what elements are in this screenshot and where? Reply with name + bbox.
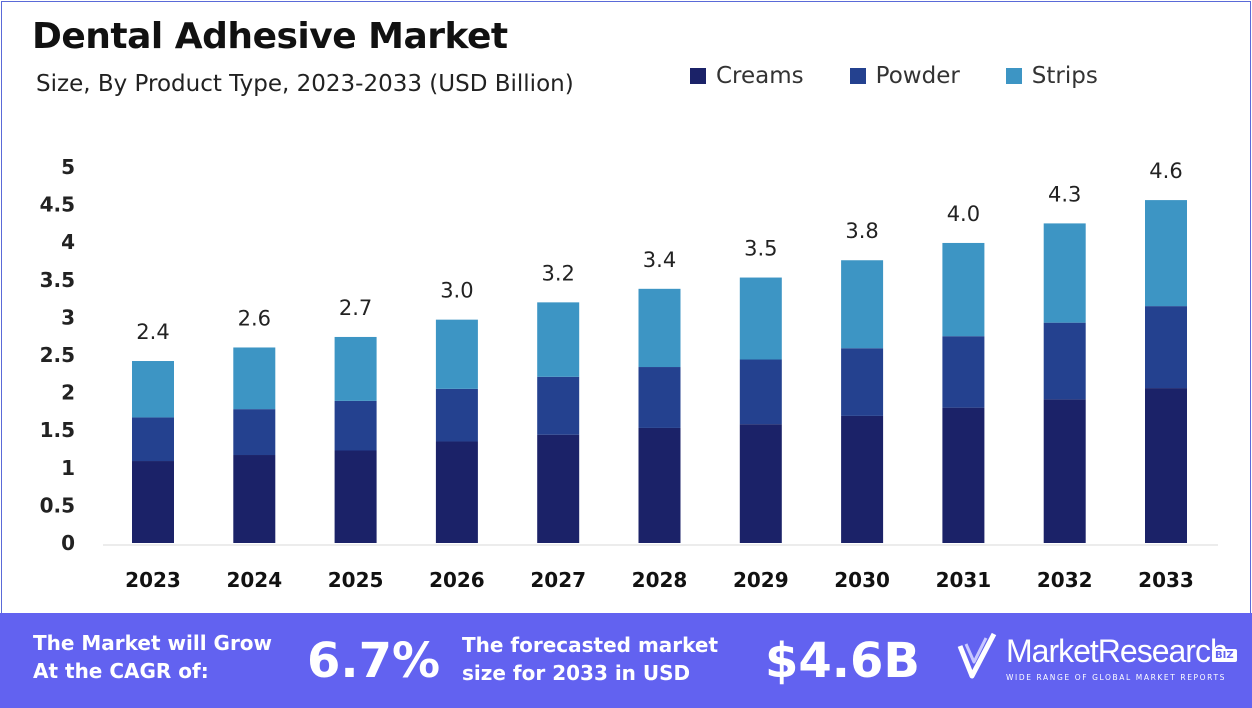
bar-strips-2033 xyxy=(1145,200,1187,307)
total-labels: 2.4 2.6 2.7 3.0 3.2 3.4 3.5 3.8 4.0 4.3 4.6 xyxy=(136,159,1182,344)
forecast-caption-line-2: size for 2033 in USD xyxy=(462,661,691,685)
total-label-2025: 2.7 xyxy=(339,296,372,320)
bar-strips-2028 xyxy=(638,288,681,368)
bar-strips-2026 xyxy=(435,319,478,389)
legend-swatch-powder xyxy=(849,68,866,84)
y-tick-label: 3 xyxy=(61,305,75,329)
total-label-2024: 2.6 xyxy=(238,306,271,330)
x-tick-label: 2026 xyxy=(429,568,485,592)
x-tick-label: 2030 xyxy=(834,568,890,592)
cagr-caption: The Market will Grow At the CAGR of: xyxy=(33,629,272,685)
cagr-caption-line-1: The Market will Grow xyxy=(33,631,273,655)
summary-banner: The Market will Grow At the CAGR of: 6.7… xyxy=(0,613,1252,708)
bar-powder-2024 xyxy=(233,409,276,456)
total-label-2027: 3.2 xyxy=(541,261,574,285)
total-label-2033: 4.6 xyxy=(1149,159,1182,183)
bar-powder-2025 xyxy=(334,400,377,451)
total-label-2029: 3.5 xyxy=(744,237,777,261)
y-tick-label: 0 xyxy=(61,531,75,555)
cagr-caption-line-2: At the CAGR of: xyxy=(33,659,209,683)
cagr-value: 6.7% xyxy=(307,633,441,689)
forecast-value: $4.6B xyxy=(765,633,921,689)
x-tick-label: 2031 xyxy=(936,568,992,592)
bar-creams-2026 xyxy=(435,441,478,543)
y-tick-label: 3.5 xyxy=(40,268,75,292)
x-tick-label: 2025 xyxy=(328,568,384,592)
y-tick-label: 0.5 xyxy=(40,493,75,517)
bar-powder-2023 xyxy=(132,417,174,462)
bar-strips-2027 xyxy=(537,302,580,377)
legend-swatch-strips xyxy=(1005,68,1022,84)
bar-powder-2033 xyxy=(1145,306,1187,389)
forecast-caption: The forecasted market size for 2033 in U… xyxy=(462,631,718,687)
bar-creams-2028 xyxy=(638,427,681,543)
total-label-2030: 3.8 xyxy=(845,219,878,243)
x-axis-ticks: 2023 2024 2025 2026 2027 2028 2029 2030 2031 2032… xyxy=(125,568,1194,592)
bar-strips-2031 xyxy=(942,242,985,337)
bar-strips-2030 xyxy=(841,260,884,349)
total-label-2028: 3.4 xyxy=(643,248,676,272)
y-tick-label: 5 xyxy=(61,155,75,179)
chart-frame: Dental Adhesive Market Size, By Product … xyxy=(1,1,1251,614)
legend-label-creams: Creams xyxy=(716,63,804,89)
logo-icon xyxy=(957,632,997,679)
bar-powder-2027 xyxy=(537,376,580,435)
x-tick-label: 2032 xyxy=(1037,568,1093,592)
bars xyxy=(132,200,1187,543)
bar-powder-2029 xyxy=(739,359,782,425)
logo-tagline: WIDE RANGE OF GLOBAL MARKET REPORTS xyxy=(1006,673,1226,682)
logo-badge: BIZ xyxy=(1212,649,1237,662)
y-tick-label: 2 xyxy=(61,381,75,405)
bar-creams-2023 xyxy=(132,461,174,543)
legend-label-strips: Strips xyxy=(1031,63,1098,89)
chart-subtitle: Size, By Product Type, 2023-2033 (USD Bi… xyxy=(36,71,574,97)
legend-item-strips: Strips xyxy=(1005,63,1098,89)
y-tick-label: 4 xyxy=(61,230,75,254)
legend-item-creams: Creams xyxy=(690,63,804,89)
bar-strips-2032 xyxy=(1043,223,1086,323)
bar-powder-2030 xyxy=(841,348,884,416)
y-tick-label: 1 xyxy=(61,456,75,480)
x-tick-label: 2023 xyxy=(125,568,181,592)
bar-chart: 00.511.522.533.544.55 2023 2024 2025 2026 20… xyxy=(40,155,1218,592)
logo-name: MarketResearch xyxy=(1006,633,1228,669)
total-label-2023: 2.4 xyxy=(136,320,169,344)
x-tick-label: 2033 xyxy=(1138,568,1194,592)
bar-creams-2029 xyxy=(739,424,782,543)
bar-creams-2033 xyxy=(1145,388,1187,543)
bar-creams-2025 xyxy=(334,450,377,543)
bar-powder-2028 xyxy=(638,367,681,428)
y-tick-label: 4.5 xyxy=(40,193,75,217)
y-axis-ticks: 0 0.5 1 1.5 2 2.5 3 3.5 4 4.5 5 xyxy=(40,155,75,555)
y-tick-label: 1.5 xyxy=(40,418,75,442)
bar-powder-2026 xyxy=(435,388,478,442)
bar-creams-2024 xyxy=(233,455,276,543)
legend-label-powder: Powder xyxy=(875,63,960,89)
total-label-2026: 3.0 xyxy=(440,279,473,303)
bar-creams-2032 xyxy=(1043,399,1086,543)
bar-strips-2029 xyxy=(739,277,782,360)
bar-creams-2031 xyxy=(942,407,985,543)
bar-strips-2024 xyxy=(233,347,276,410)
bar-strips-2025 xyxy=(334,336,377,401)
total-label-2031: 4.0 xyxy=(947,202,980,226)
legend-item-powder: Powder xyxy=(849,63,960,89)
chart-title: Dental Adhesive Market xyxy=(32,16,508,57)
total-label-2032: 4.3 xyxy=(1048,182,1081,206)
x-tick-label: 2027 xyxy=(530,568,586,592)
forecast-caption-line-1: The forecasted market xyxy=(462,633,719,657)
legend-swatch-creams xyxy=(690,68,706,84)
bar-powder-2031 xyxy=(942,336,985,408)
y-tick-label: 2.5 xyxy=(40,343,75,367)
x-tick-label: 2029 xyxy=(733,568,789,592)
x-tick-label: 2028 xyxy=(632,568,688,592)
bar-powder-2032 xyxy=(1043,322,1086,400)
bar-strips-2023 xyxy=(132,361,174,418)
legend: Creams Powder Strips xyxy=(690,63,1098,89)
x-tick-label: 2024 xyxy=(226,568,282,592)
bar-creams-2030 xyxy=(841,415,884,543)
bar-creams-2027 xyxy=(537,434,580,543)
